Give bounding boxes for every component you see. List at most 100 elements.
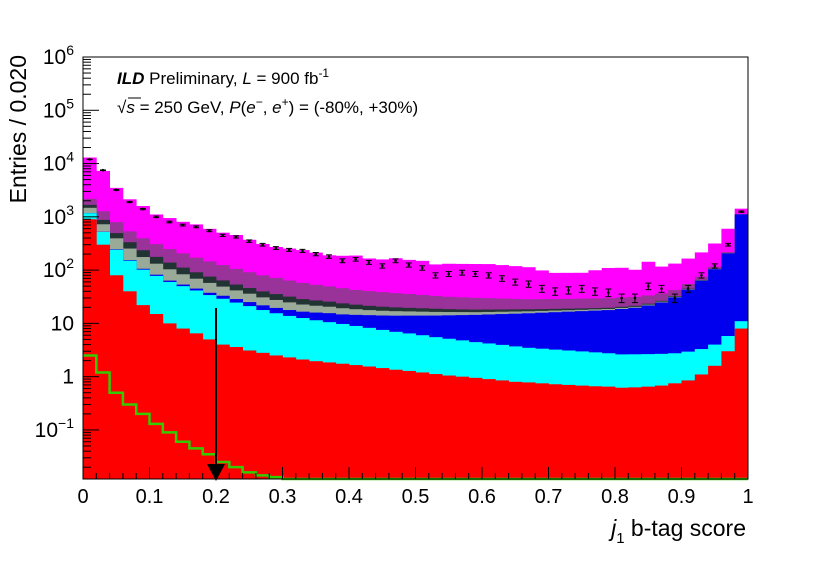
positron-symbol: e: [272, 98, 281, 117]
data-point: [512, 278, 519, 286]
data-point: [538, 284, 545, 293]
hist-bar-red: [402, 370, 416, 479]
hist-bar-red: [535, 383, 549, 479]
data-point: [139, 207, 146, 211]
data-point: [485, 272, 492, 279]
hist-bar-red: [575, 385, 589, 479]
hist-bar-red: [149, 314, 164, 479]
polarization-symbol: P: [229, 98, 241, 117]
data-marker: [686, 287, 690, 290]
data-marker: [580, 287, 584, 290]
data-point: [326, 254, 333, 259]
hist-bar-red: [615, 387, 629, 479]
x-axis-var: j: [608, 515, 617, 541]
hist-bar-red: [229, 347, 243, 479]
data-point: [166, 220, 173, 224]
annotation-line-1: ILD Preliminary, L = 900 fb-1: [117, 66, 329, 88]
hist-bar-red: [428, 374, 443, 479]
data-point: [206, 229, 213, 233]
data-point: [339, 258, 346, 264]
x-axis-text: b-tag score: [625, 515, 746, 541]
data-marker: [500, 277, 504, 280]
annotation-line-2: √s = 250 GeV, P(e−, e+) = (-80%, +30%): [117, 95, 418, 117]
data-marker: [633, 296, 637, 300]
data-marker: [367, 261, 371, 264]
data-point: [565, 286, 572, 295]
stacked-histogram: [83, 157, 749, 480]
data-marker: [700, 273, 703, 277]
data-point: [219, 233, 226, 237]
hist-bar-red: [468, 377, 483, 479]
sqrt-symbol: √: [117, 98, 127, 117]
hist-bar-red: [734, 328, 749, 479]
hist-bar-red: [109, 275, 124, 479]
data-point: [738, 210, 745, 213]
data-marker: [620, 296, 623, 300]
data-point: [445, 270, 452, 278]
hist-bar-red: [668, 383, 682, 479]
hist-bar-red: [282, 357, 297, 479]
data-marker: [128, 200, 131, 204]
data-marker: [593, 290, 597, 293]
data-point: [459, 269, 466, 276]
data-marker: [274, 246, 278, 250]
y-axis-title: Entries / 0.020: [5, 55, 31, 203]
data-point: [126, 200, 133, 204]
data-marker: [168, 220, 171, 224]
x-tick-label: 0.4: [335, 486, 363, 508]
data-marker: [407, 263, 411, 267]
data-marker: [194, 225, 198, 229]
y-tick-label: 102: [43, 255, 74, 282]
data-point: [578, 284, 585, 293]
data-point: [432, 272, 439, 279]
data-marker: [88, 158, 91, 161]
y-tick-label: 106: [43, 42, 74, 69]
hist-bar-red: [309, 361, 323, 479]
hist-bar-red: [362, 366, 376, 479]
hist-bar-red: [442, 375, 456, 479]
paren-open: (: [241, 98, 247, 117]
data-point: [379, 263, 386, 269]
data-point: [246, 239, 253, 243]
data-point: [299, 248, 306, 253]
y-tick-label: 103: [43, 202, 74, 229]
data-point: [685, 284, 692, 293]
x-tick-label: 0.1: [136, 486, 164, 508]
data-point: [592, 287, 599, 296]
hist-bar-red: [136, 305, 150, 479]
hist-bar-red: [721, 351, 736, 479]
x-tick-label: 1: [742, 486, 753, 508]
data-point: [419, 265, 426, 271]
lumi-exponent: -1: [318, 66, 329, 80]
data-point: [525, 280, 532, 288]
data-point: [86, 158, 93, 161]
hist-bar-red: [83, 219, 97, 479]
data-marker: [208, 229, 211, 232]
hist-bar-red: [122, 291, 137, 479]
data-marker: [673, 296, 677, 300]
data-point: [392, 258, 399, 264]
data-marker: [314, 252, 318, 256]
data-marker: [646, 284, 650, 288]
data-marker: [234, 235, 238, 239]
data-point: [711, 263, 718, 269]
hist-bar-red: [548, 384, 563, 479]
electron-charge: −: [256, 95, 263, 109]
hist-bar-red: [561, 384, 576, 479]
x-tick-label: 0.2: [202, 486, 230, 508]
hist-bar-red: [349, 365, 363, 479]
data-marker: [141, 207, 145, 211]
hist-bar-red: [455, 376, 470, 479]
data-marker: [513, 280, 517, 284]
sqrt-s-symbol: s: [126, 98, 135, 117]
data-point: [472, 270, 479, 278]
polarization-values: ) = (-80%, +30%): [289, 98, 418, 117]
x-tick-label: 0.9: [668, 486, 696, 508]
data-marker: [447, 272, 451, 276]
hist-bar-red: [628, 387, 642, 479]
y-tick-label: 10: [51, 312, 74, 335]
data-marker: [154, 215, 158, 219]
data-point: [259, 242, 266, 247]
data-points: [86, 158, 745, 304]
data-point: [179, 223, 186, 227]
